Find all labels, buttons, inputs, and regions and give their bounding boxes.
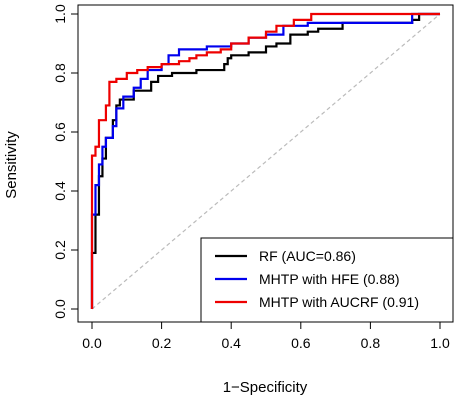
series-line-0	[90, 12, 440, 309]
x-axis-title: 1−Specificity	[223, 379, 308, 396]
x-tick-label: 0.0	[82, 335, 102, 351]
x-tick-label: 0.2	[152, 335, 172, 351]
reference-diagonal-line	[91, 13, 441, 310]
x-tick-label: 0.6	[291, 335, 311, 351]
y-axis-title: Sensitivity	[3, 131, 20, 199]
legend-label-2: MHTP with AUCRF (0.91)	[259, 294, 419, 310]
y-tick-label: 0.0	[52, 299, 68, 319]
series-line-2	[90, 12, 440, 309]
y-tick-label: 1.0	[52, 4, 68, 24]
legend-box	[200, 237, 454, 323]
y-tick-label: 0.8	[52, 63, 68, 83]
x-tick-label: 0.8	[361, 335, 381, 351]
legend-label-1: MHTP with HFE (0.88)	[259, 271, 400, 287]
x-tick-label: 1.0	[430, 335, 450, 351]
legend-label-0: RF (AUC=0.86)	[259, 248, 356, 264]
x-axis: 0.0 0.2 0.4 0.6 0.8 1.0	[82, 321, 450, 351]
y-tick-label: 0.4	[52, 181, 68, 201]
series-layer	[90, 12, 440, 309]
y-axis: 0.0 0.2 0.4 0.6 0.8 1.0	[52, 4, 79, 319]
x-tick-label: 0.4	[221, 335, 241, 351]
reference-line-layer	[91, 13, 441, 310]
legend: RF (AUC=0.86) MHTP with HFE (0.88) MHTP wi…	[200, 237, 454, 323]
y-tick-label: 0.6	[52, 122, 68, 142]
y-tick-label: 0.2	[52, 240, 68, 260]
